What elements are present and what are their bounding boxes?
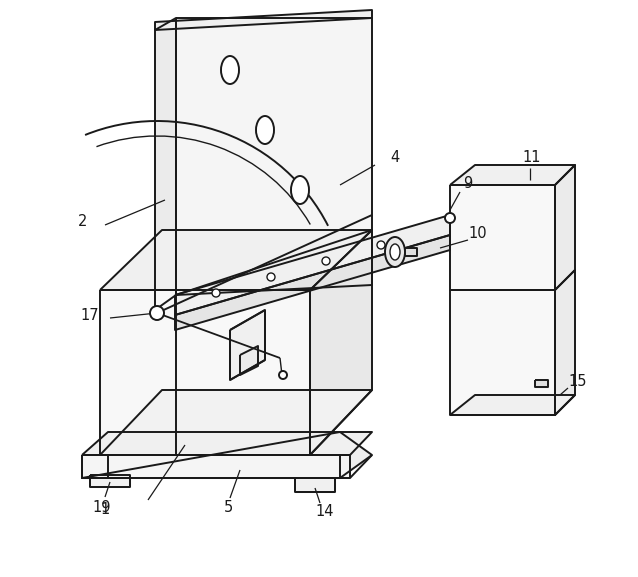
Polygon shape (450, 185, 555, 290)
Ellipse shape (322, 257, 330, 265)
Text: 11: 11 (523, 151, 541, 166)
Text: 19: 19 (93, 500, 111, 515)
Polygon shape (155, 18, 176, 310)
Ellipse shape (385, 237, 405, 267)
Polygon shape (450, 395, 575, 415)
Polygon shape (555, 165, 575, 290)
Text: 15: 15 (568, 374, 587, 389)
Polygon shape (405, 248, 417, 256)
Polygon shape (90, 475, 130, 487)
Polygon shape (555, 270, 575, 415)
Text: 10: 10 (469, 227, 487, 242)
Text: 17: 17 (80, 308, 100, 323)
Polygon shape (82, 432, 372, 455)
Ellipse shape (221, 56, 239, 84)
Ellipse shape (212, 289, 220, 297)
Polygon shape (535, 380, 548, 387)
Polygon shape (175, 215, 450, 315)
Text: 14: 14 (316, 504, 334, 519)
Text: 1: 1 (100, 503, 110, 518)
Circle shape (150, 306, 164, 320)
Polygon shape (82, 455, 340, 478)
Polygon shape (175, 235, 450, 330)
Polygon shape (100, 290, 310, 455)
Polygon shape (230, 310, 265, 380)
Circle shape (445, 213, 455, 223)
Polygon shape (295, 478, 335, 492)
Polygon shape (310, 230, 372, 455)
Polygon shape (240, 346, 258, 375)
Polygon shape (176, 18, 372, 295)
Polygon shape (82, 432, 372, 478)
Text: 5: 5 (223, 500, 233, 515)
Polygon shape (100, 390, 372, 455)
Polygon shape (155, 10, 372, 30)
Polygon shape (82, 455, 350, 478)
Polygon shape (450, 165, 575, 185)
Ellipse shape (267, 273, 275, 281)
Polygon shape (82, 455, 108, 478)
Text: 9: 9 (463, 177, 473, 192)
Text: 2: 2 (78, 215, 87, 230)
Ellipse shape (390, 244, 400, 260)
Ellipse shape (256, 116, 274, 144)
Polygon shape (450, 290, 555, 415)
Ellipse shape (377, 241, 385, 249)
Text: 4: 4 (390, 151, 399, 166)
Ellipse shape (291, 176, 309, 204)
Circle shape (279, 371, 287, 379)
Polygon shape (100, 230, 372, 290)
